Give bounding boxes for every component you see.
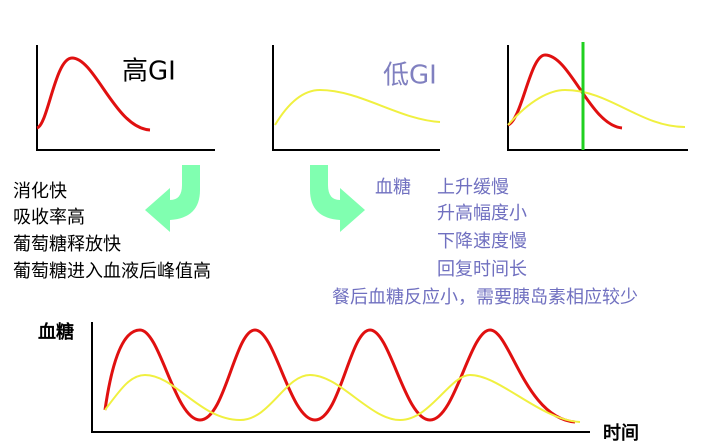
- low-gi-summary: 餐后血糖反应小，需要胰岛素相应较少: [332, 287, 638, 308]
- high-gi-curve: [36, 56, 151, 132]
- low-gi-point: 上升缓慢: [437, 177, 509, 198]
- low-gi-label: 低GI: [383, 61, 437, 91]
- arrow: [145, 165, 200, 232]
- low-gi-point: 升高幅度小: [437, 203, 527, 224]
- arrow: [310, 165, 365, 232]
- high-gi-point: 葡萄糖释放快: [13, 234, 121, 255]
- high-gi-point: 葡萄糖进入血液后峰值高: [13, 261, 211, 282]
- axes: [507, 45, 688, 151]
- x-axis-label: 时间: [603, 423, 639, 444]
- axes: [91, 322, 590, 433]
- high-gi-curve: [103, 328, 576, 424]
- high-gi-label: 高GI: [122, 57, 176, 87]
- low-gi-point: 回复时间长: [437, 259, 527, 280]
- low-gi-point: 下降速度慢: [437, 231, 527, 252]
- high-gi-point: 消化快: [13, 181, 67, 202]
- low-gi-curve: [104, 373, 581, 423]
- high-gi-point: 吸收率高: [13, 207, 85, 228]
- low-gi-curve: [274, 88, 441, 126]
- low-gi-heading: 血糖: [375, 177, 411, 198]
- low-gi-curve: [507, 88, 686, 128]
- y-axis-label: 血糖: [38, 321, 74, 343]
- axes: [36, 45, 215, 151]
- axes: [272, 45, 440, 151]
- high-gi-curve: [507, 53, 623, 130]
